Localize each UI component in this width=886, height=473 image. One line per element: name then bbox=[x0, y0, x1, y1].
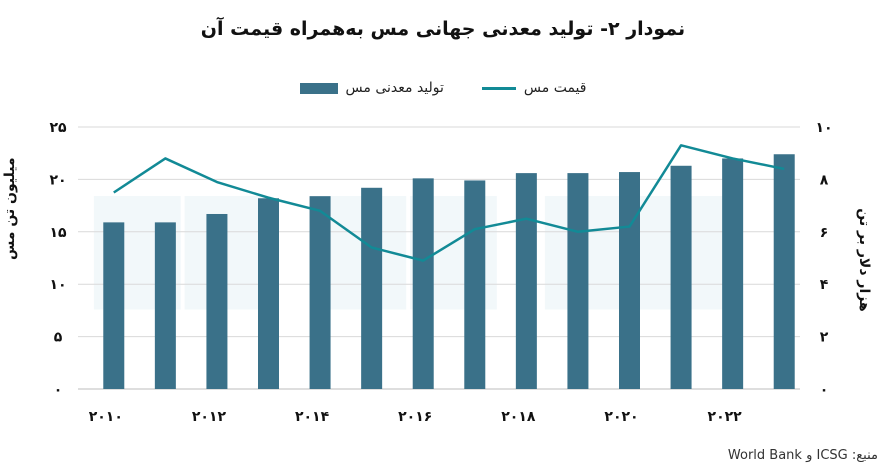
bar-production bbox=[412, 178, 434, 389]
bar-production bbox=[103, 222, 125, 389]
bar-production bbox=[722, 158, 744, 389]
bar-production bbox=[515, 173, 537, 389]
x-tick-label: ۲۰۱۲ bbox=[192, 409, 227, 425]
y-right-tick-label: ۰ bbox=[820, 382, 829, 398]
bar-production bbox=[773, 154, 795, 389]
y-left-tick-label: ۲۰ bbox=[49, 172, 66, 188]
y-left-tick-label: ۵ bbox=[54, 330, 63, 346]
bar-production bbox=[206, 213, 228, 389]
legend-swatch-bar bbox=[299, 82, 338, 94]
x-tick-label: ۲۰۱۴ bbox=[295, 409, 330, 425]
bar-production bbox=[361, 187, 383, 389]
y-axis-right-label: هزار دلار بر تن bbox=[856, 208, 872, 312]
y-right-tick-label: ۲ bbox=[820, 330, 829, 346]
bar-production bbox=[309, 196, 331, 389]
source-note: منبع: ICSG و World Bank bbox=[727, 448, 878, 463]
bar-production bbox=[464, 180, 486, 389]
legend-item-price: قیمت مس bbox=[481, 80, 587, 96]
legend-item-production: تولید معدنی مس bbox=[299, 80, 444, 96]
x-tick-label: ۲۰۲۰ bbox=[604, 409, 638, 425]
x-tick-label: ۲۰۱۸ bbox=[501, 409, 536, 425]
line-price bbox=[113, 144, 785, 262]
chart-legend: قیمت مس تولید معدنی مس bbox=[0, 80, 886, 96]
bar-production bbox=[619, 172, 640, 389]
legend-swatch-line bbox=[481, 86, 516, 90]
y-left-tick-label: ۲۵ bbox=[49, 120, 67, 136]
y-right-tick-label: ۶ bbox=[820, 225, 829, 241]
x-tick-label: ۲۰۱۰ bbox=[89, 409, 123, 425]
y-right-tick-label: ۸ bbox=[820, 172, 829, 188]
y-left-tick-label: ۱۵ bbox=[49, 225, 67, 241]
y-axis-left-label: میلیون تن مس bbox=[2, 157, 18, 260]
legend-label-production: تولید معدنی مس bbox=[345, 80, 444, 96]
y-left-tick-label: ۰ bbox=[54, 382, 63, 398]
y-right-tick-label: ۱۰ bbox=[815, 120, 832, 136]
bar-production bbox=[154, 222, 176, 389]
chart-title: نمودار ۲- تولید معدنی جهانی مس به‌همراه … bbox=[200, 18, 686, 40]
x-tick-label: ۲۰۱۶ bbox=[398, 409, 432, 425]
bar-production bbox=[670, 165, 692, 389]
legend-label-price: قیمت مس bbox=[523, 80, 587, 96]
y-right-tick-label: ۴ bbox=[820, 277, 829, 293]
bar-production bbox=[567, 173, 589, 389]
y-left-tick-label: ۱۰ bbox=[49, 277, 66, 293]
x-tick-label: ۲۰۲۲ bbox=[708, 409, 743, 425]
bar-production bbox=[258, 198, 279, 389]
